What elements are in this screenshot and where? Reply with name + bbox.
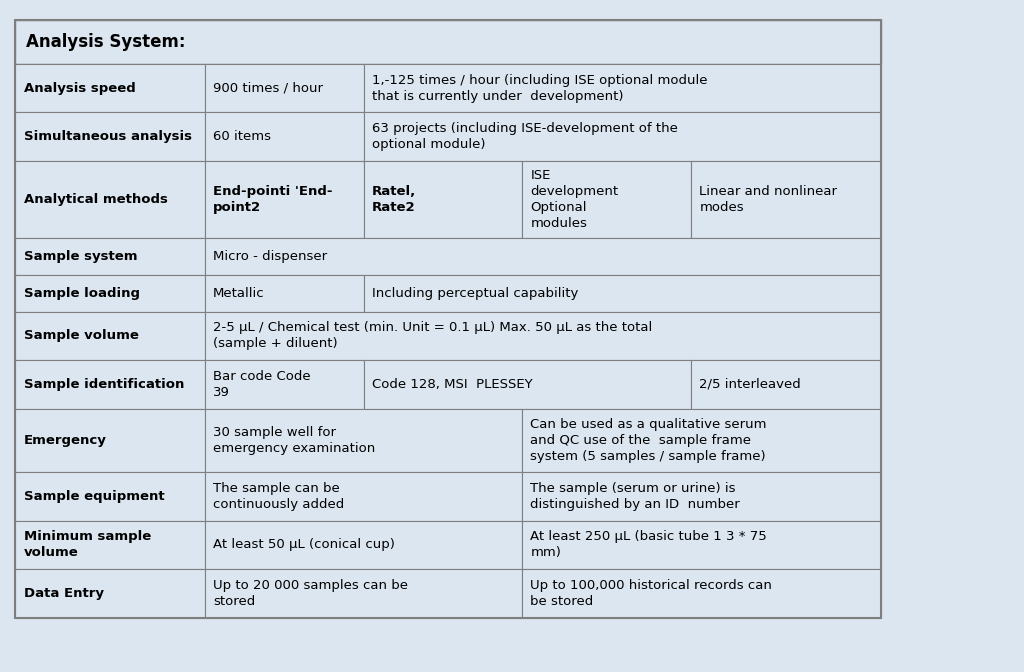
FancyBboxPatch shape [522,569,881,618]
Text: 60 items: 60 items [213,130,271,143]
Text: Micro - dispenser: Micro - dispenser [213,250,327,263]
FancyBboxPatch shape [522,472,881,521]
Text: Code 128, MSI  PLESSEY: Code 128, MSI PLESSEY [372,378,532,391]
Text: Can be used as a qualitative serum
and QC use of the  sample frame
system (5 sam: Can be used as a qualitative serum and Q… [530,418,767,463]
FancyBboxPatch shape [205,360,364,409]
FancyBboxPatch shape [364,161,522,238]
Text: Ratel,
Rate2: Ratel, Rate2 [372,185,416,214]
Text: Data Entry: Data Entry [24,587,103,600]
FancyBboxPatch shape [15,312,205,360]
FancyBboxPatch shape [15,521,205,569]
FancyBboxPatch shape [364,360,691,409]
FancyBboxPatch shape [364,275,881,312]
Text: Sample identification: Sample identification [24,378,184,391]
FancyBboxPatch shape [15,275,205,312]
Text: At least 250 μL (basic tube 1 3 * 75
mm): At least 250 μL (basic tube 1 3 * 75 mm) [530,530,767,560]
Text: Metallic: Metallic [213,287,264,300]
Text: 63 projects (including ISE-development of the
optional module): 63 projects (including ISE-development o… [372,122,678,151]
Text: Up to 100,000 historical records can
be stored: Up to 100,000 historical records can be … [530,579,772,608]
FancyBboxPatch shape [15,112,205,161]
Text: The sample (serum or urine) is
distinguished by an ID  number: The sample (serum or urine) is distingui… [530,482,740,511]
FancyBboxPatch shape [205,521,522,569]
FancyBboxPatch shape [691,360,881,409]
Text: Emergency: Emergency [24,434,106,447]
FancyBboxPatch shape [205,312,881,360]
Text: Sample system: Sample system [24,250,137,263]
Text: Simultaneous analysis: Simultaneous analysis [24,130,191,143]
FancyBboxPatch shape [205,64,364,112]
Text: 900 times / hour: 900 times / hour [213,81,323,95]
FancyBboxPatch shape [205,569,522,618]
FancyBboxPatch shape [691,161,881,238]
Text: Up to 20 000 samples can be
stored: Up to 20 000 samples can be stored [213,579,408,608]
FancyBboxPatch shape [364,112,881,161]
Text: Analytical methods: Analytical methods [24,193,168,206]
FancyBboxPatch shape [205,238,881,275]
Text: 30 sample well for
emergency examination: 30 sample well for emergency examination [213,426,375,455]
Text: Sample equipment: Sample equipment [24,490,164,503]
Text: Analysis speed: Analysis speed [24,81,135,95]
FancyBboxPatch shape [15,409,205,472]
FancyBboxPatch shape [15,64,205,112]
Text: At least 50 μL (conical cup): At least 50 μL (conical cup) [213,538,395,552]
Text: End-pointi 'End-
point2: End-pointi 'End- point2 [213,185,333,214]
Text: Sample loading: Sample loading [24,287,139,300]
FancyBboxPatch shape [522,409,881,472]
FancyBboxPatch shape [522,521,881,569]
Text: Bar code Code
39: Bar code Code 39 [213,370,310,399]
Text: Analysis System:: Analysis System: [26,33,185,51]
FancyBboxPatch shape [205,161,364,238]
Text: 2/5 interleaved: 2/5 interleaved [699,378,801,391]
FancyBboxPatch shape [15,20,881,64]
FancyBboxPatch shape [205,275,364,312]
Text: Sample volume: Sample volume [24,329,138,343]
FancyBboxPatch shape [15,569,205,618]
Text: 1,-125 times / hour (including ISE optional module
that is currently under  deve: 1,-125 times / hour (including ISE optio… [372,73,708,103]
FancyBboxPatch shape [364,64,881,112]
FancyBboxPatch shape [15,161,205,238]
Text: Including perceptual capability: Including perceptual capability [372,287,579,300]
FancyBboxPatch shape [205,112,364,161]
Text: Linear and nonlinear
modes: Linear and nonlinear modes [699,185,838,214]
FancyBboxPatch shape [522,161,691,238]
FancyBboxPatch shape [205,409,522,472]
Text: Minimum sample
volume: Minimum sample volume [24,530,151,560]
Text: 2-5 μL / Chemical test (min. Unit = 0.1 μL) Max. 50 μL as the total
(sample + di: 2-5 μL / Chemical test (min. Unit = 0.1 … [213,321,652,351]
FancyBboxPatch shape [15,472,205,521]
FancyBboxPatch shape [205,472,522,521]
FancyBboxPatch shape [15,238,205,275]
Text: The sample can be
continuously added: The sample can be continuously added [213,482,344,511]
FancyBboxPatch shape [15,360,205,409]
Text: ISE
development
Optional
modules: ISE development Optional modules [530,169,618,230]
